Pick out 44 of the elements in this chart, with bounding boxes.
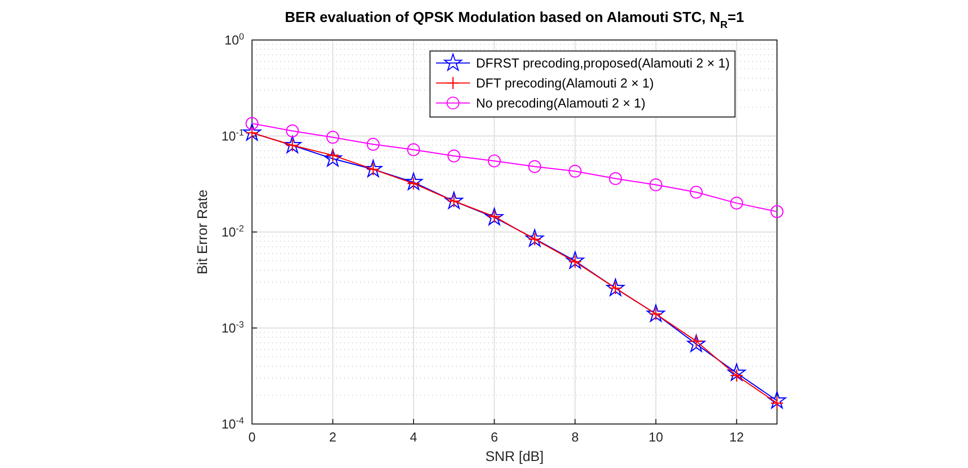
point (768, 391, 786, 408)
point (770, 205, 784, 218)
point (687, 334, 706, 352)
x-tick-label: 12 (729, 429, 744, 444)
y-tick-label: 10$^{-3}$ (221, 320, 244, 336)
x-tick-label: 8 (571, 429, 579, 444)
chart-title: BER evaluation of QPSK Modulation based on Alamouti STC, N$_{R}$=1 (284, 10, 744, 30)
point (728, 363, 746, 381)
legend-label: No precoding(Alamouti 2 × 1) (476, 96, 646, 111)
point (568, 164, 582, 178)
point (324, 149, 342, 167)
y-tick-label: 10$^{-2}$ (221, 224, 244, 240)
point (246, 117, 258, 130)
point (566, 251, 584, 269)
point (606, 278, 625, 296)
point (690, 186, 703, 199)
legend-label: DFT precoding(Alamouti 2 × 1) (476, 76, 654, 91)
point (326, 130, 340, 144)
point (447, 149, 460, 162)
point (608, 172, 622, 186)
point (526, 229, 544, 247)
point (286, 124, 299, 138)
point (528, 160, 542, 174)
y-tick-label: 10$^{0}$ (224, 32, 244, 48)
point (366, 138, 380, 151)
x-axis-title: SNR [dB] (485, 448, 544, 464)
y-tick-label: 10$^{-4}$ (221, 416, 244, 432)
legend-label: DFRST precoding,proposed(Alamouti 2 × 1) (476, 56, 730, 71)
point (649, 178, 662, 192)
x-tick-label: 6 (490, 429, 498, 444)
x-tick-label: 2 (329, 429, 336, 444)
y-axis-title: Bit Error Rate (194, 189, 210, 274)
point (407, 143, 420, 156)
point (242, 123, 262, 141)
x-tick-label: 0 (248, 429, 256, 444)
point (364, 160, 382, 178)
point (488, 154, 501, 168)
point (404, 172, 423, 190)
x-tick-label: 10 (648, 429, 664, 444)
x-tick-label: 4 (410, 429, 418, 444)
y-tick-label: 10$^{-1}$ (221, 128, 244, 144)
point (730, 196, 744, 210)
point (283, 136, 302, 154)
point (646, 304, 665, 322)
